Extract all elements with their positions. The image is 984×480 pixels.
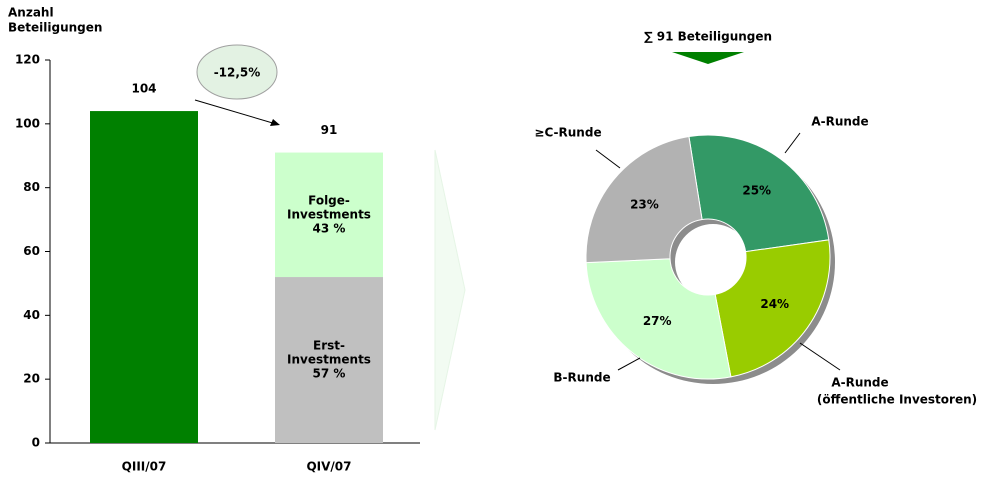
leader-line: [799, 342, 841, 371]
slice-category: ≥C-Runde: [534, 126, 601, 140]
y-tick-label: 80: [23, 180, 40, 194]
transition-arrow: [434, 149, 466, 431]
bar-segment: [275, 277, 383, 443]
y-tick-label: 120: [15, 53, 40, 67]
y-tick-label: 100: [15, 116, 40, 130]
pie-slice: [714, 239, 831, 378]
y-tick-label: 40: [23, 308, 40, 322]
y-axis-title: Anzahl: [8, 6, 54, 20]
bar-segment: [90, 111, 198, 444]
total-label: 104: [131, 82, 156, 96]
annotation-bubble: [196, 44, 278, 100]
leader-line: [784, 132, 801, 154]
change-arrow: [194, 99, 277, 125]
y-tick-label: 60: [23, 244, 40, 258]
y-tick-label: 0: [32, 436, 40, 450]
change-arrowhead: [270, 119, 280, 126]
pie-slice: [688, 134, 830, 253]
leader-line: [595, 149, 621, 169]
pie-slice: [585, 135, 703, 264]
segment-label: Erst-: [313, 339, 345, 353]
segment-label: Folge-: [308, 193, 350, 207]
x-tick-label: QIII/07: [122, 460, 167, 474]
slice-category: A-Runde: [831, 376, 888, 390]
total-label: 91: [321, 123, 338, 137]
x-tick-label: QIV/07: [306, 460, 351, 474]
slice-value: 27%: [643, 314, 672, 328]
leader-line: [617, 357, 641, 371]
slice-value: 23%: [630, 198, 659, 212]
bar-segment: [275, 152, 383, 278]
slice-category: B-Runde: [553, 371, 610, 385]
segment-share: 57 %: [313, 367, 346, 381]
title-pointer: [672, 52, 744, 64]
slice-category: A-Runde: [811, 115, 868, 129]
segment-label: Investments: [287, 353, 371, 367]
y-tick-label: 20: [23, 372, 40, 386]
y-axis-title: Beteiligungen: [8, 21, 102, 35]
slice-note: (öffentliche Investoren): [817, 393, 977, 407]
slice-value: 24%: [760, 297, 789, 311]
segment-share: 43 %: [313, 221, 346, 235]
pie-title: ∑ 91 Beteiligungen: [644, 30, 772, 44]
segment-label: Investments: [287, 207, 371, 221]
annotation: -12,5%: [214, 66, 261, 80]
slice-value: 25%: [742, 184, 771, 198]
pie-slice: [585, 258, 732, 380]
